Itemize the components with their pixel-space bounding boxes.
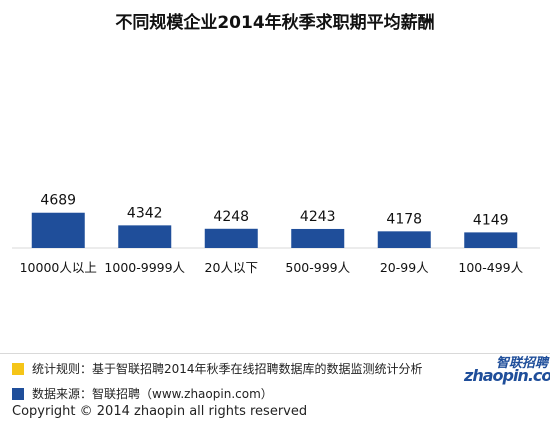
value-label-4: 4178 xyxy=(386,211,422,227)
value-label-1: 4342 xyxy=(127,205,163,221)
bar-5 xyxy=(464,232,518,248)
divider xyxy=(0,353,550,354)
bar-1 xyxy=(118,225,172,248)
bar-0 xyxy=(31,212,85,248)
note-rule-text: 统计规则：基于智联招聘2014年秋季在线招聘数据库的数据监测统计分析 xyxy=(32,362,423,376)
note-rule: 统计规则：基于智联招聘2014年秋季在线招聘数据库的数据监测统计分析 xyxy=(12,360,423,377)
bar-2 xyxy=(204,228,258,248)
value-label-2: 4248 xyxy=(213,209,249,225)
logo-cn-text: 智联招聘 xyxy=(496,356,549,371)
value-label-5: 4149 xyxy=(473,212,509,228)
category-label-0: 10000人以上 xyxy=(20,260,97,275)
copyright-text: Copyright © 2014 zhaopin all rights rese… xyxy=(12,404,308,419)
zhaopin-logo: 智联招聘 zhaopin.com xyxy=(458,352,550,412)
category-label-2: 20人以下 xyxy=(205,260,258,275)
category-label-3: 500-999人 xyxy=(285,260,350,275)
yellow-square-icon xyxy=(12,362,24,375)
chart-title: 不同规模企业2014年秋季求职期平均薪酬 xyxy=(115,13,435,33)
value-label-0: 4689 xyxy=(40,193,76,209)
note-source: 数据来源：智联招聘（www.zhaopin.com） xyxy=(12,385,273,402)
note-source-text: 数据来源：智联招聘（www.zhaopin.com） xyxy=(32,387,273,401)
category-label-5: 100-499人 xyxy=(458,260,523,275)
value-label-3: 4243 xyxy=(300,209,336,225)
bar-chart: 4689 10000人以上 4342 1000-9999人 4248 20人以下 4243 5… xyxy=(12,193,540,275)
logo-en-text: zhaopin.com xyxy=(464,366,550,385)
blue-square-icon xyxy=(12,387,24,400)
category-label-1: 1000-9999人 xyxy=(104,260,185,275)
category-label-4: 20-99人 xyxy=(380,260,429,275)
bar-4 xyxy=(377,231,431,248)
bar-3 xyxy=(291,228,345,248)
